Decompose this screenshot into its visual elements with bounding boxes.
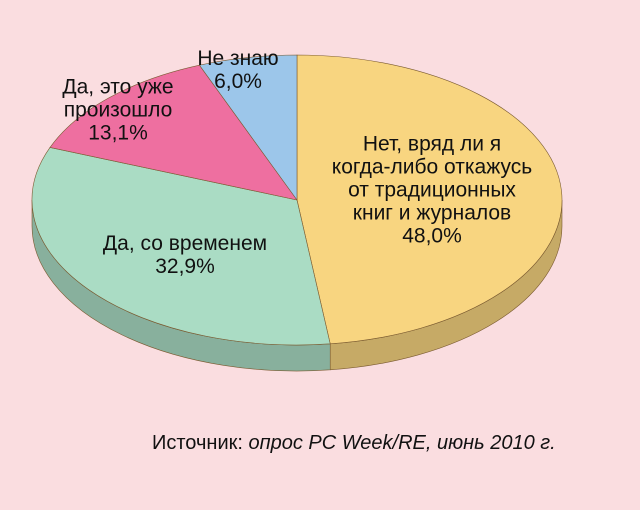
value-label: 32,9% bbox=[155, 255, 215, 278]
category-label: Да, это уже произошло bbox=[62, 75, 174, 122]
category-label: Да, со временем bbox=[102, 232, 268, 255]
slice bbox=[49, 64, 298, 201]
slice-label: Да, это уже произошло 13,1% bbox=[62, 76, 173, 145]
value-label: 6,0% bbox=[214, 70, 262, 93]
source-label: Источник: bbox=[152, 432, 243, 454]
slice-label: Да, со временем 32,9% bbox=[103, 232, 267, 278]
slice bbox=[198, 54, 298, 201]
source: Источник: опрос PC Week/RE, июнь 2010 г. bbox=[152, 432, 556, 455]
slice bbox=[31, 147, 331, 346]
value-label: 48,0% bbox=[402, 224, 462, 248]
value-label: 13,1% bbox=[88, 121, 148, 145]
slice-label: Не знаю 6,0% bbox=[197, 47, 278, 93]
slice bbox=[296, 54, 563, 345]
slice-label: Нет, вряд ли я когда-либо откажусь от тр… bbox=[332, 133, 532, 248]
category-label: Не знаю bbox=[197, 47, 279, 70]
category-label: Нет, вряд ли я когда-либо откажусь от тр… bbox=[331, 132, 533, 225]
source-text: опрос PC Week/RE, июнь 2010 г. bbox=[248, 432, 556, 454]
